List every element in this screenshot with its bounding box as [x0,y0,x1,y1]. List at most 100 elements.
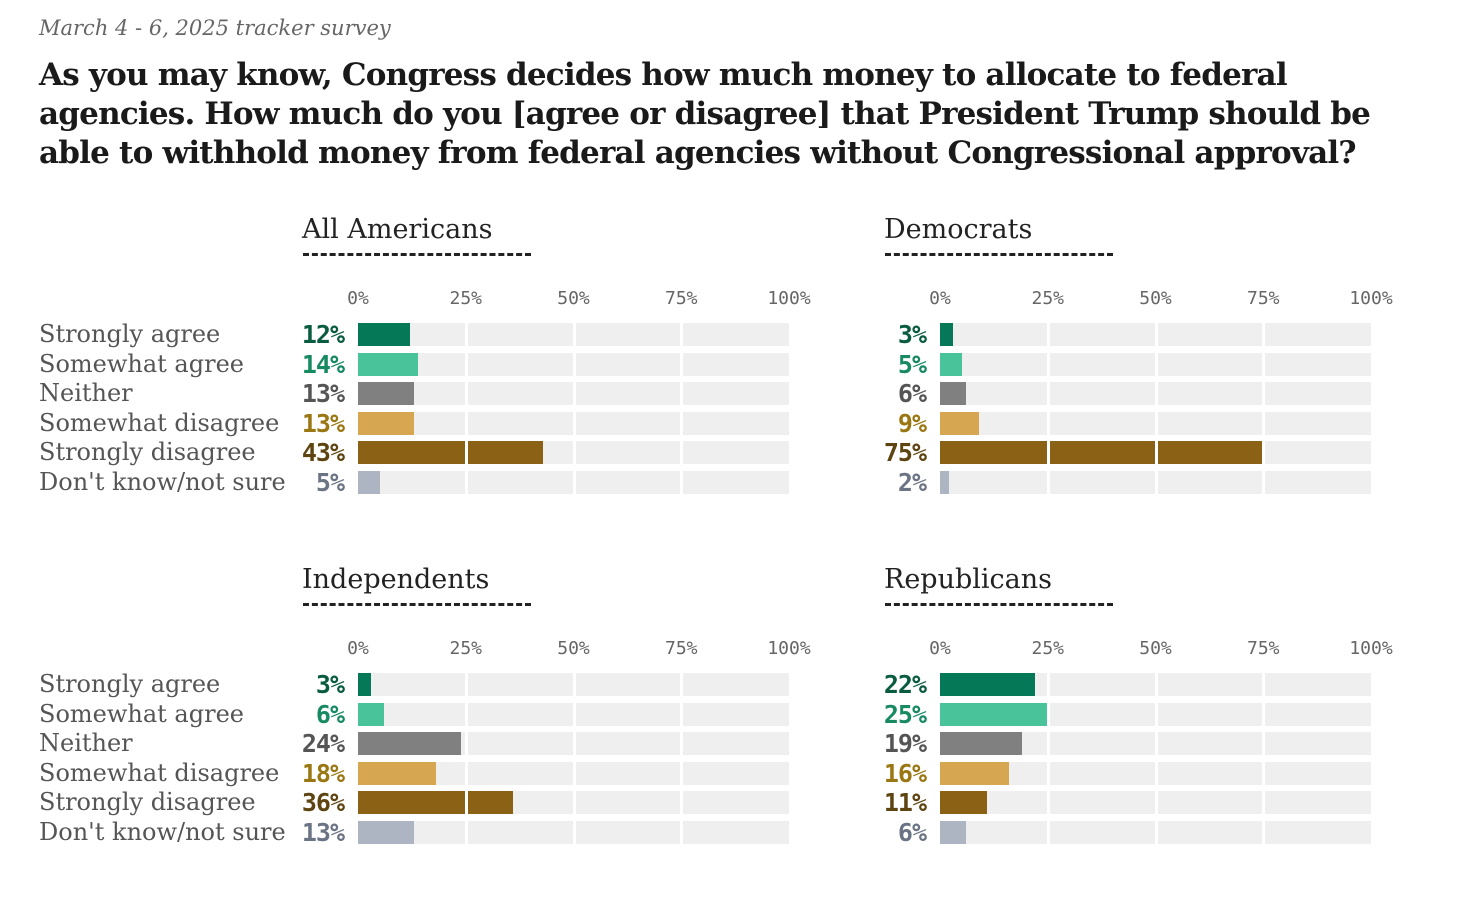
category-label: Neither [39,729,133,758]
gridline [1262,673,1266,696]
bar [358,732,462,756]
category-label: Strongly disagree [39,438,256,467]
category-label: Strongly agree [39,670,221,698]
bar [940,382,966,406]
gridline [464,732,468,756]
gridline [680,761,684,785]
gridline [1046,791,1050,815]
gridline [464,791,468,815]
gridline [1154,732,1158,756]
x-tick-label: 100% [1349,288,1393,309]
gridline [680,702,684,726]
category-label: Neither [39,379,133,408]
gridline [1046,702,1050,726]
gridline [464,821,468,844]
value-label: 11% [883,788,927,818]
x-tick-label: 25% [1031,638,1065,659]
x-tick-label: 0% [347,288,369,309]
bar [358,323,410,346]
category-label: Somewhat agree [39,349,244,378]
category-label: Somewhat disagree [39,408,280,437]
gridline [1262,702,1266,726]
x-tick-label: 0% [347,638,369,659]
gridline [1154,382,1158,406]
bar [940,411,979,435]
value-label: 13% [301,818,345,847]
x-tick-label: 0% [929,638,951,659]
bar [940,352,962,376]
x-tick-label: 100% [1349,638,1393,659]
value-label: 43% [301,438,345,468]
x-tick-label: 100% [767,638,811,659]
gridline [680,791,684,815]
bar [358,411,415,435]
bar [358,673,371,696]
value-label: 36% [301,788,345,818]
category-label: Somewhat disagree [39,758,280,787]
gridline [680,411,684,435]
value-label: 16% [883,758,927,788]
gridline [680,382,684,406]
gridline [1262,441,1266,465]
category-label: Strongly agree [39,320,221,348]
bar [940,673,1035,696]
gridline [1046,441,1050,465]
value-label: 24% [301,729,345,759]
gridline [1154,761,1158,785]
bar [358,702,384,726]
value-label: 18% [301,758,345,788]
value-label: 22% [883,670,927,699]
x-tick-label: 100% [767,288,811,309]
value-label: 13% [301,379,345,409]
gridline [572,352,576,376]
gridline [680,352,684,376]
x-tick-label: 75% [664,638,698,659]
x-tick-label: 25% [449,288,483,309]
panel-title-underline [885,253,1113,256]
gridline [572,732,576,756]
x-tick-label: 50% [1139,638,1172,659]
gridline [1262,791,1266,815]
value-label: 75% [883,438,927,468]
gridline [464,673,468,696]
bar [940,441,1264,465]
panel-title: Independents [302,564,490,595]
gridline [572,441,576,465]
panel-title-underline [303,603,531,606]
value-label: 19% [883,729,927,759]
gridline [1262,411,1266,435]
gridline [1046,732,1050,756]
gridline [1046,761,1050,785]
gridline [572,382,576,406]
gridline [1154,323,1158,346]
gridline [1262,352,1266,376]
gridline [1154,702,1158,726]
panel-title: Democrats [884,214,1033,245]
gridline [1262,323,1266,346]
gridline [1046,323,1050,346]
gridline [464,761,468,785]
panel-title-underline [885,603,1113,606]
bar [358,761,436,785]
gridline [572,411,576,435]
bar [358,352,419,376]
x-tick-label: 75% [1246,288,1280,309]
gridline [1262,821,1266,844]
panel-title-underline [303,253,531,256]
x-tick-label: 25% [1031,288,1065,309]
gridline [1262,761,1266,785]
bar [940,323,953,346]
gridline [572,791,576,815]
bar [940,791,988,815]
x-tick-label: 25% [449,638,483,659]
gridline [680,441,684,465]
gridline [572,323,576,346]
bar [358,471,380,494]
value-label: 25% [883,699,927,729]
category-label: Strongly disagree [39,788,256,817]
value-label: 3% [315,670,345,699]
panel-title: All Americans [302,214,493,245]
gridline [1154,673,1158,696]
gridline [572,471,576,494]
